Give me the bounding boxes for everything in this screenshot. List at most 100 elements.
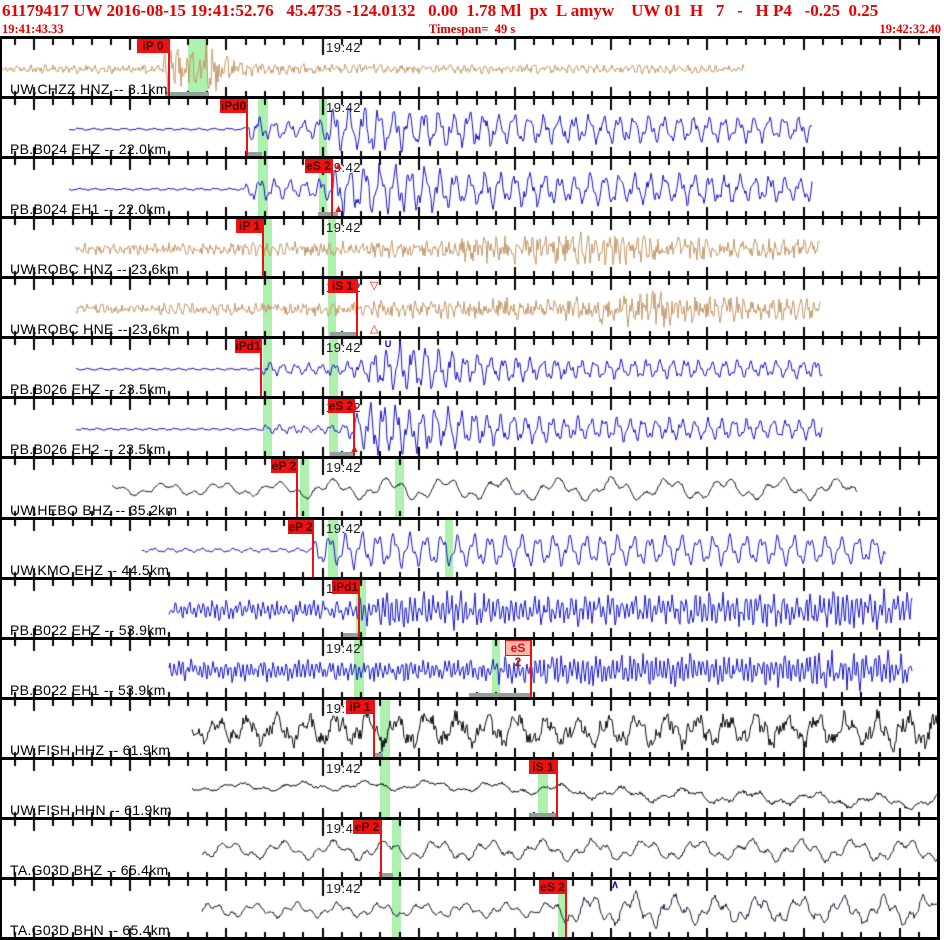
theoretical-arrival-mark: ∧ (611, 878, 620, 891)
station-label: UW.KMO EHZ -- 44.5km (10, 561, 170, 577)
minute-time-label: 19:42 (326, 220, 362, 236)
station-label: TA.G03D BHZ -- 65.4km (10, 861, 169, 877)
timespan-label: Timespan= 49 s (428, 22, 516, 36)
seismogram-canvas (2, 519, 937, 577)
minute-time-label: 19:42 (326, 460, 362, 476)
window-end-time: 19:42:32.40 (879, 22, 941, 36)
station-label: UW.FISH HHZ -- 61.9km (10, 741, 171, 757)
minute-time-label: 19:42 (326, 40, 362, 55)
trace-panel-uw-fish[interactable]: 19:42 iS 1 UW.FISH HHN -- 61.9km (2, 756, 937, 817)
station-label: TA.G03D BHN -- 65.4km (10, 921, 171, 937)
trace-panel-pb-b024[interactable]: 19:42 iPd0 PB.B024 EHZ -- 22.0km (2, 96, 937, 157)
pick-window-bar (330, 452, 354, 457)
seismogram-canvas (2, 459, 937, 517)
pick-line[interactable] (331, 159, 333, 217)
pick-line[interactable] (373, 699, 375, 757)
pick-flag[interactable]: iPd1 (235, 339, 261, 354)
pick-flag[interactable]: eS 2 (328, 399, 354, 414)
trace-panel-ta-g03d[interactable]: 19:42 eP 2 TA.G03D BHZ -- 65.4km (2, 816, 937, 877)
trace-panel-pb-b026[interactable]: 19:42 iPd1 ∪ PB.B026 EHZ -- 23.5km (2, 336, 937, 397)
seismogram-canvas (2, 699, 937, 757)
pick-line[interactable] (353, 399, 355, 457)
seismogram-canvas (2, 339, 937, 397)
theoretical-arrival-mark: ∪ (384, 338, 393, 351)
pick-flag[interactable]: eS 2 (305, 159, 332, 174)
pick-window-bar (373, 752, 383, 757)
seismogram-canvas (2, 159, 937, 217)
time-axis-header: 19:41:43.33 Timespan= 49 s 19:42:32.40 (0, 22, 944, 36)
pick-line[interactable] (260, 339, 262, 397)
minute-time-label: 19:42 (326, 640, 362, 656)
minute-time-label: 19:42 (326, 880, 362, 896)
seismogram-canvas (2, 579, 937, 637)
seismogram-canvas (2, 819, 937, 877)
pick-triangle-marker: ▲ (349, 443, 360, 456)
seismogram-canvas (2, 879, 937, 937)
pick-flag[interactable]: iP 0 (137, 39, 169, 53)
pick-flag[interactable]: eP 2 (288, 519, 313, 534)
seismogram-canvas (2, 279, 937, 337)
pick-flag[interactable]: eS 2 (539, 879, 566, 894)
trace-panel-uw-robc[interactable]: 19:42 iP 1 UW.ROBC HNZ -- 23.6km (2, 216, 937, 277)
pick-triangle-marker: ▲ (349, 400, 360, 413)
pick-line[interactable] (356, 279, 358, 337)
pick-flag[interactable]: iP 1 (346, 699, 374, 714)
pick-window-bar (318, 212, 338, 217)
minute-time-label: 19:42 (326, 340, 362, 356)
pick-window-bar (469, 692, 531, 697)
pick-triangle-marker: ▲ (333, 203, 344, 216)
pick-line[interactable] (380, 819, 382, 877)
trace-panel-pb-b024[interactable]: 19:42 eS 2 ▲ ▲ PB.B024 EH1 -- 22.0km (2, 156, 937, 217)
pick-flag[interactable]: iPd0 (220, 99, 247, 114)
trace-panel-pb-b022[interactable]: 19:42 eS 2 PB.B022 EH1 -- 53.9km (2, 636, 937, 697)
minute-time-label: 19:42 (326, 820, 362, 836)
event-header-line: 61179417 UW 2016-08-15 19:41:52.76 45.47… (2, 1, 879, 20)
pick-line[interactable] (530, 639, 532, 697)
station-label: UW.ROBC HNE -- 23.6km (10, 321, 180, 337)
seismogram-canvas (2, 99, 937, 157)
seismogram-canvas (2, 399, 937, 457)
minute-time-label: 19:42 (326, 760, 362, 776)
pick-window-bar (330, 332, 357, 337)
trace-panel-uw-chzz[interactable]: 19:42 iP 0 UW.CHZZ HNZ -- 3.1km (2, 36, 937, 97)
pick-line[interactable] (168, 39, 170, 97)
pick-triangle-marker: △ (370, 323, 379, 336)
station-label: UW.ROBC HNZ -- 23.6km (10, 261, 179, 277)
station-label: UW.HEBO BHZ -- 35.2km (10, 501, 178, 517)
trace-panel-uw-hebo[interactable]: 19:42 eP 2 UW.HEBO BHZ -- 35.2km (2, 456, 937, 517)
pick-line[interactable] (556, 759, 558, 817)
seismogram-canvas (2, 759, 937, 817)
trace-panel-uw-kmo[interactable]: 19:42 eP 2 UW.KMO EHZ -- 44.5km (2, 516, 937, 577)
station-label: PB.B022 EH1 -- 53.9km (10, 681, 166, 697)
trace-panel-pb-b022[interactable]: 19:42iPd1PB.B022 EHZ -- 53.9km (2, 576, 937, 637)
waveform-trace-area[interactable]: 19:42 iP 0 UW.CHZZ HNZ -- 3.1km 19:42 iPd0 PB… (0, 36, 940, 940)
station-label: PB.B026 EH2 -- 23.5km (10, 441, 166, 457)
pick-triangle-marker: ▽ (370, 280, 379, 293)
minute-time-label: 19:42 (326, 100, 362, 116)
station-label: PB.B022 EHZ -- 53.9km (10, 621, 167, 637)
trace-panel-ta-g03d[interactable]: 19:42 eS 2 ∧ TA.G03D BHN -- 65.4km (2, 876, 937, 937)
station-label: PB.B026 EHZ -- 23.5km (10, 381, 167, 397)
pick-line[interactable] (262, 219, 264, 277)
pick-flag[interactable]: iP 1 (236, 219, 263, 234)
pick-flag[interactable]: eP 2 (353, 819, 381, 834)
pick-line[interactable] (565, 879, 567, 937)
station-label: PB.B024 EH1 -- 22.0km (10, 201, 166, 217)
pick-line[interactable] (246, 99, 248, 157)
pick-flag[interactable]: eS 2 (505, 639, 531, 669)
station-label: UW.FISH HHN -- 61.9km (10, 801, 172, 817)
station-label: UW.CHZZ HNZ -- 3.1km (10, 81, 168, 97)
pick-window-bar (246, 152, 262, 157)
pick-line[interactable] (358, 579, 360, 637)
pick-flag[interactable]: iS 1 (529, 759, 557, 774)
pick-line[interactable] (312, 519, 314, 577)
pick-flag[interactable]: eP 2 (271, 459, 297, 474)
pick-flag[interactable]: iS 1 (328, 279, 357, 294)
trace-panel-uw-fish[interactable]: 19:42 iP 1 UW.FISH HHZ -- 61.9km (2, 696, 937, 757)
pick-flag[interactable]: iPd1 (332, 579, 359, 594)
pick-line[interactable] (296, 459, 298, 517)
pick-window-bar (379, 872, 393, 877)
seismogram-canvas (2, 219, 937, 277)
